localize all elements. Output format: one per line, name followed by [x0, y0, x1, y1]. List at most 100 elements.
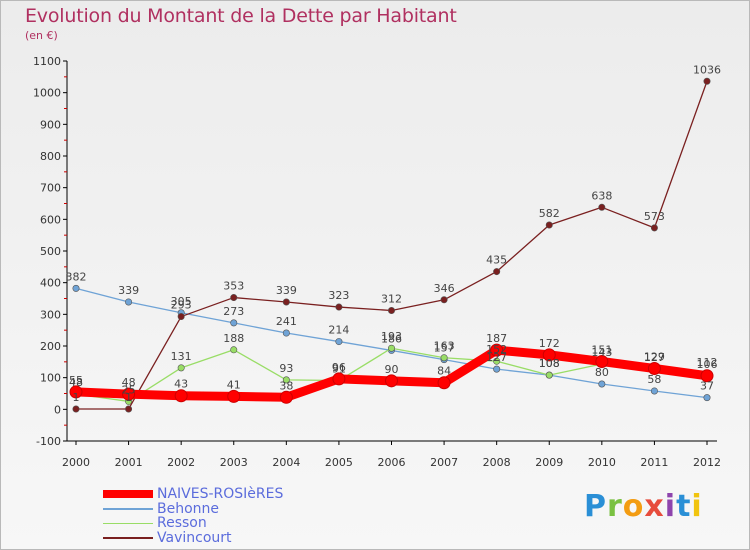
legend-label: NAIVES-ROSIèRES — [157, 486, 284, 502]
data-label: 108 — [539, 357, 560, 370]
y-tick-label: 500 — [40, 245, 61, 258]
data-point — [387, 344, 395, 352]
x-tick-label: 2008 — [483, 456, 511, 469]
data-point — [122, 387, 136, 401]
chart-title: Evolution du Montant de la Dette par Hab… — [25, 5, 457, 27]
data-point — [387, 307, 395, 315]
data-point — [177, 313, 185, 321]
y-tick-label: 300 — [40, 308, 61, 321]
data-point — [174, 389, 188, 403]
logo-letter: t — [676, 489, 692, 524]
data-label: 129 — [644, 350, 665, 363]
y-tick-label: 700 — [40, 182, 61, 195]
legend-swatch — [103, 508, 153, 510]
data-point — [282, 376, 290, 384]
data-point — [703, 394, 711, 402]
legend-item: Resson — [103, 516, 283, 531]
data-label: 312 — [381, 293, 402, 306]
legend-swatch — [103, 522, 153, 524]
x-tick-label: 2002 — [167, 456, 195, 469]
data-point — [125, 405, 133, 413]
data-label: 339 — [118, 284, 139, 297]
data-point — [385, 374, 398, 388]
data-label: 37 — [700, 380, 714, 393]
data-label: 127 — [644, 351, 665, 364]
data-label: 55 — [69, 374, 83, 387]
x-tick-label: 2012 — [693, 456, 721, 469]
x-tick-label: 2001 — [115, 456, 143, 469]
data-point — [598, 380, 606, 388]
data-point — [335, 338, 343, 346]
data-label: 187 — [486, 332, 507, 345]
data-point — [493, 268, 501, 276]
data-label: 339 — [276, 284, 297, 297]
x-tick-label: 2004 — [272, 456, 300, 469]
x-tick-label: 2009 — [535, 456, 563, 469]
data-point — [598, 203, 606, 211]
data-label: 573 — [644, 210, 665, 223]
data-label: 84 — [437, 365, 451, 378]
legend-swatch — [103, 490, 153, 499]
x-tick-label: 2007 — [430, 456, 458, 469]
data-label: 41 — [227, 378, 241, 391]
y-tick-label: -100 — [36, 435, 61, 448]
data-label: 48 — [122, 376, 136, 389]
data-label: 25 — [122, 383, 136, 396]
chart-subtitle: (en €) — [25, 29, 58, 42]
data-label: 273 — [223, 305, 244, 318]
data-point — [493, 365, 501, 373]
data-point — [542, 348, 556, 362]
y-tick-label: 400 — [40, 277, 61, 290]
logo-letter: i — [691, 489, 703, 524]
data-point — [230, 319, 238, 327]
x-tick-label: 2010 — [588, 456, 616, 469]
data-label: 112 — [697, 356, 718, 369]
data-label: 323 — [328, 289, 349, 302]
legend-label: Vavincourt — [157, 529, 232, 546]
x-tick-label: 2000 — [62, 456, 90, 469]
data-point — [440, 296, 448, 304]
data-point — [703, 77, 711, 85]
legend-label: Resson — [157, 515, 207, 531]
data-point — [332, 372, 346, 386]
data-label: 152 — [486, 343, 507, 356]
data-label: 305 — [171, 295, 192, 308]
data-point — [440, 354, 448, 362]
data-point — [650, 387, 658, 395]
data-label: 143 — [591, 346, 612, 359]
data-point — [437, 376, 451, 390]
y-tick-label: 900 — [40, 118, 61, 131]
data-point — [72, 284, 80, 292]
data-point — [72, 405, 80, 413]
data-point — [595, 355, 609, 369]
logo-letter: i — [664, 489, 677, 524]
data-label: 91 — [332, 363, 346, 376]
legend-label: Behonne — [157, 500, 220, 517]
data-label: 58 — [647, 373, 661, 386]
logo-letter: r — [607, 489, 623, 524]
data-label: 172 — [539, 337, 560, 350]
data-point — [700, 369, 714, 383]
data-point — [647, 361, 661, 375]
data-label: 96 — [332, 361, 346, 374]
legend-item: Vavincourt — [103, 529, 283, 546]
data-label: 582 — [539, 207, 560, 220]
data-point — [177, 364, 185, 372]
x-tick-label: 2003 — [220, 456, 248, 469]
data-point — [282, 298, 290, 306]
data-label: 346 — [434, 282, 455, 295]
proxiti-logo: Proxiti — [584, 489, 703, 524]
x-tick-label: 2006 — [378, 456, 406, 469]
data-label: 293 — [171, 299, 192, 312]
logo-letter: o — [622, 489, 645, 524]
data-label: 1 — [125, 391, 132, 404]
data-point — [279, 390, 293, 404]
data-label: 214 — [328, 324, 349, 337]
x-tick-label: 2011 — [640, 456, 668, 469]
data-label: 188 — [223, 332, 244, 345]
data-point — [490, 343, 504, 357]
y-tick-label: 800 — [40, 150, 61, 163]
data-point — [125, 298, 133, 306]
y-tick-label: 0 — [54, 403, 61, 416]
